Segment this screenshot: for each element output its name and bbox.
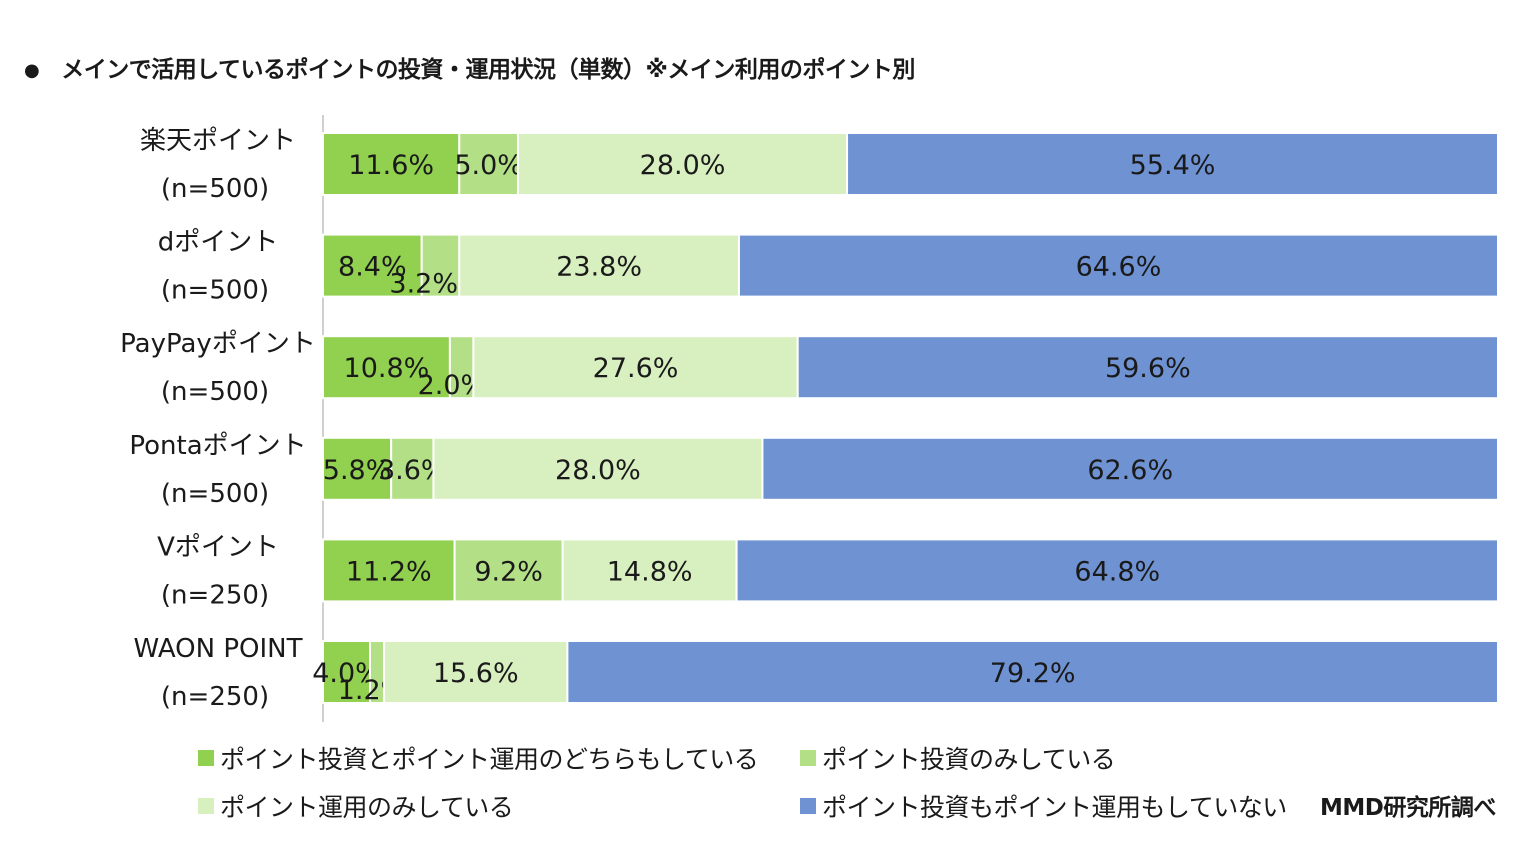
category-label: 楽天ポイント <box>140 126 296 156</box>
category-n-label: (n=500) <box>161 276 269 306</box>
bar-segment <box>846 132 1499 196</box>
bar-segment <box>566 640 1499 704</box>
category-label: Pontaポイント <box>129 431 306 461</box>
bar-segment <box>472 335 799 400</box>
data-label: 79.2% <box>990 658 1076 689</box>
bar-segment <box>383 640 569 704</box>
bar-segment <box>761 436 1499 501</box>
data-label: 11.6% <box>348 150 434 181</box>
data-label: 27.6% <box>593 353 679 384</box>
data-label: 55.4% <box>1130 150 1216 181</box>
legend-label-both: ポイント投資とポイント運用のどちらもしている <box>220 745 759 774</box>
category-label: Vポイント <box>157 532 279 562</box>
bar-segment <box>420 233 461 298</box>
bar-segment <box>322 233 423 298</box>
category-n-label: (n=250) <box>161 682 269 712</box>
bar-segment <box>322 436 393 501</box>
category-n-label: (n=500) <box>161 479 269 509</box>
legend-label-operate-only: ポイント運用のみしている <box>220 793 514 822</box>
legend-item-neither: ポイント投資もポイント運用もしていない <box>800 788 1287 824</box>
bar-segment <box>561 538 738 603</box>
category-label: PayPayポイント <box>120 329 316 359</box>
data-label: 9.2% <box>474 556 543 587</box>
legend-swatch-neither <box>800 798 816 814</box>
bar-segment <box>517 132 849 196</box>
legend-label-invest-only: ポイント投資のみしている <box>822 745 1116 774</box>
legend-swatch-both <box>198 750 214 766</box>
chart-title: ● メインで活用しているポイントの投資・運用状況（単数）※メイン利用のポイント別 <box>24 50 915 84</box>
bar-segment <box>322 538 456 603</box>
bar-segment <box>432 436 764 501</box>
data-label: 5.0% <box>454 150 523 181</box>
source-credit: MMD研究所調べ <box>1320 795 1496 821</box>
data-label: 64.6% <box>1076 252 1162 283</box>
data-label: 62.6% <box>1087 455 1173 486</box>
legend-swatch-operate-only <box>198 798 214 814</box>
legend-item-operate-only: ポイント運用のみしている <box>198 788 514 824</box>
bar-segment <box>737 233 1499 298</box>
data-label: 59.6% <box>1105 353 1191 384</box>
bar-segment <box>322 132 461 196</box>
data-label: 11.2% <box>346 556 432 587</box>
data-label: 14.8% <box>607 556 693 587</box>
data-label: 28.0% <box>640 150 726 181</box>
legend-label-neither: ポイント投資もポイント運用もしていない <box>822 793 1287 822</box>
category-label: WAON POINT <box>134 634 303 664</box>
title-bullet: ● <box>24 60 40 81</box>
data-label: 64.8% <box>1074 556 1160 587</box>
category-n-label: (n=500) <box>161 377 269 407</box>
legend-swatch-invest-only <box>800 750 816 766</box>
category-n-label: (n=250) <box>161 580 269 610</box>
data-label: 15.6% <box>433 658 519 689</box>
category-n-label: (n=500) <box>161 174 269 204</box>
legend-item-both: ポイント投資とポイント運用のどちらもしている <box>198 740 759 776</box>
data-label: 5.8% <box>323 455 392 486</box>
data-label: 3.2% <box>389 269 458 300</box>
data-label: 23.8% <box>556 252 642 283</box>
bar-segment <box>735 538 1499 603</box>
data-label: 10.8% <box>344 353 430 384</box>
data-label: 28.0% <box>555 455 641 486</box>
title-text: メインで活用しているポイントの投資・運用状況（単数）※メイン利用のポイント別 <box>61 57 915 83</box>
legend-item-invest-only: ポイント投資のみしている <box>800 740 1116 776</box>
bar-segment <box>458 233 740 298</box>
bar-segment <box>796 335 1499 400</box>
data-label: 8.4% <box>338 252 407 283</box>
category-label: dポイント <box>158 228 279 258</box>
